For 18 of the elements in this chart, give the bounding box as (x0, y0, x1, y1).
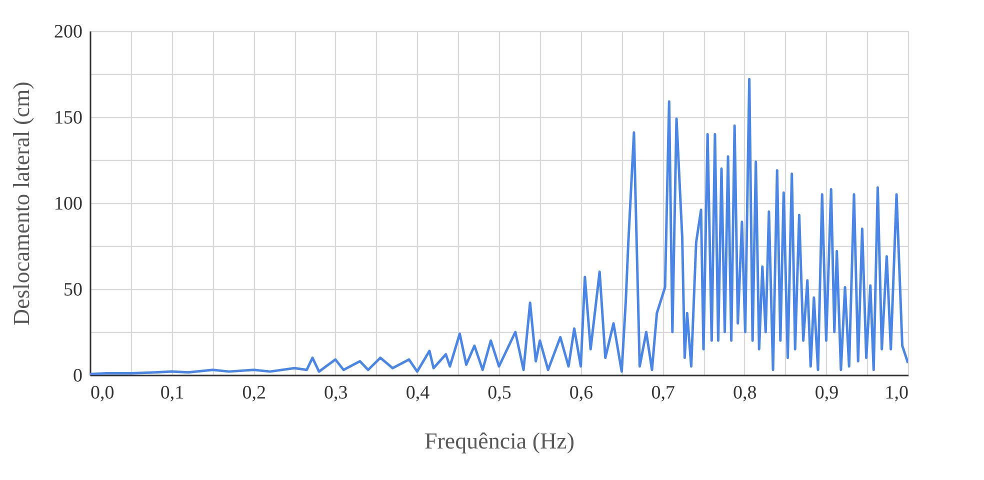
x-tick-label: 0,7 (651, 382, 675, 404)
y-tick-label: 0 (73, 366, 82, 386)
x-tick-label: 0,0 (90, 382, 114, 404)
x-tick-label: 0,2 (242, 382, 266, 404)
x-tick-label: 0,5 (488, 382, 512, 404)
x-axis-title: Frequência (Hz) (424, 428, 575, 454)
x-tick-label: 0,8 (733, 382, 757, 404)
x-tick-label: 0,6 (569, 382, 594, 404)
y-tick-label: 150 (54, 108, 82, 128)
y-axis-title: Deslocamento lateral (cm) (9, 82, 34, 326)
x-tick-label: 0,9 (814, 382, 839, 404)
x-tick-label: 0,3 (324, 382, 348, 404)
y-tick-label: 100 (54, 194, 82, 214)
y-tick-label: 200 (54, 22, 82, 42)
x-tick-label: 0,4 (406, 382, 430, 404)
y-tick-label: 50 (64, 280, 82, 300)
x-tick-label: 1,0 (884, 382, 908, 404)
x-tick-label: 0,1 (160, 382, 184, 404)
